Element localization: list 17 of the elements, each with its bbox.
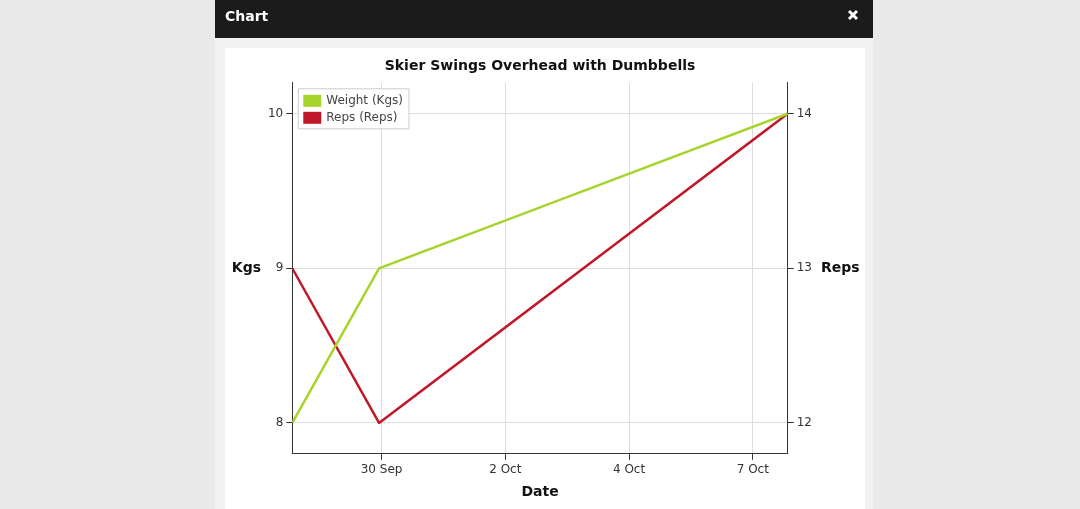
- y-tick-label: 10: [267, 105, 284, 120]
- y2-axis-title: Reps: [821, 258, 860, 275]
- x-tick-label: 30 Sep: [360, 462, 403, 477]
- y-axis-title: Kgs: [231, 258, 261, 275]
- x-axis-title: Date: [521, 483, 559, 500]
- x-tick-label: 7 Oct: [736, 462, 770, 477]
- y2-tick-label: 14: [796, 105, 813, 120]
- y-tick-label: 9: [275, 260, 284, 275]
- y2-tick-label: 12: [796, 415, 813, 430]
- x-tick-label: 4 Oct: [612, 462, 646, 477]
- text: Chart: [225, 8, 269, 24]
- chart-title: Skier Swings Overhead with Dumbbells: [384, 57, 696, 74]
- y2-tick-label: 13: [796, 260, 813, 275]
- x-tick-label: 2 Oct: [489, 462, 522, 477]
- legend-label: Weight (Kgs): [326, 92, 403, 107]
- y-tick-label: 8: [275, 415, 284, 430]
- legend-label: Reps (Reps): [326, 109, 398, 124]
